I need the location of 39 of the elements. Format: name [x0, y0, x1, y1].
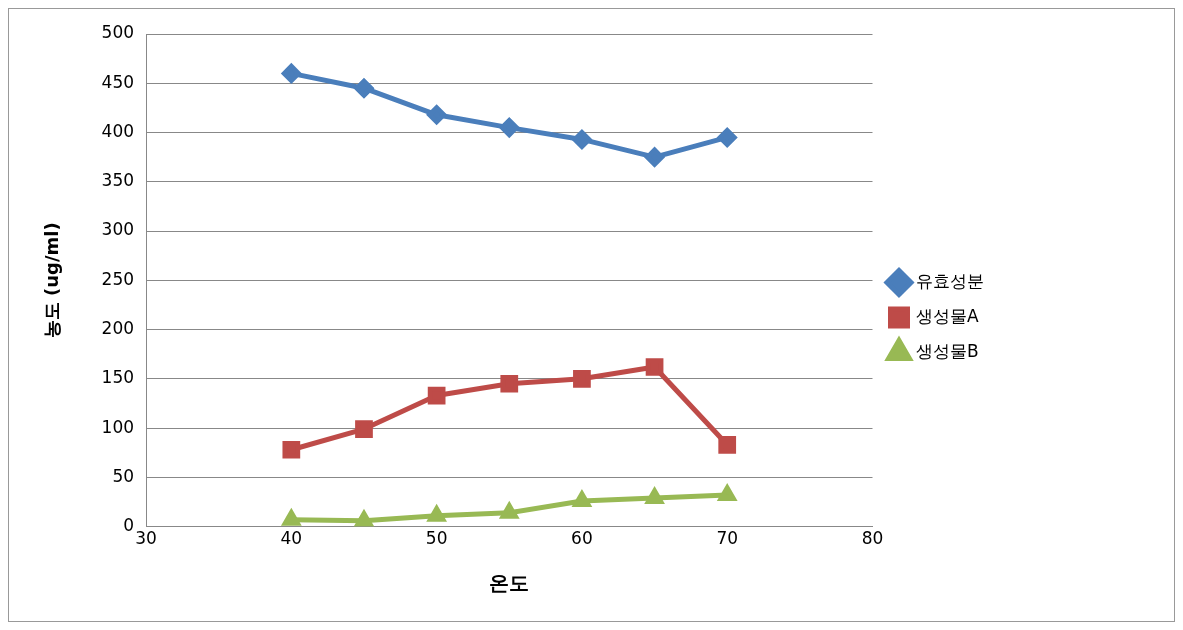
x-tick-label: 50 [425, 528, 448, 549]
y-tick-label: 150 [101, 367, 135, 388]
y-tick-label: 50 [112, 465, 135, 486]
point [500, 374, 519, 393]
y-tick-label: 300 [101, 219, 135, 240]
x-tick-label: 80 [861, 528, 884, 549]
point [282, 440, 301, 459]
y-tick-label: 350 [101, 170, 135, 191]
x-tick-label: 30 [135, 528, 157, 549]
point [573, 369, 591, 388]
point [571, 489, 593, 507]
y-tick-label: 250 [101, 268, 135, 289]
point [499, 118, 519, 138]
point [644, 486, 665, 505]
x-tick-label: 60 [571, 528, 593, 549]
y-tick-label: 500 [101, 22, 135, 43]
point [281, 63, 301, 83]
point [572, 129, 592, 149]
legend-label: 유효성분 [916, 270, 984, 291]
point [427, 105, 447, 125]
x-axis-title: 온도 [489, 571, 530, 596]
y-tick-label: 0 [123, 515, 135, 536]
point [717, 127, 737, 147]
y-axis-title: 농도 (ug/ml) [41, 222, 63, 339]
y-tick-label: 100 [101, 416, 135, 437]
legend-label: 생성물A [916, 305, 979, 326]
point [645, 147, 665, 167]
y-tick-label: 200 [101, 317, 135, 338]
point [645, 358, 664, 376]
point [427, 386, 446, 405]
legend-label: 생성물B [916, 340, 979, 361]
point [355, 420, 373, 438]
y-tick-label: 400 [101, 120, 135, 141]
x-tick-label: 40 [280, 528, 303, 549]
x-tick-label: 70 [716, 528, 739, 549]
point [717, 483, 738, 502]
y-tick-label: 450 [101, 71, 135, 92]
point [354, 78, 374, 98]
point [718, 435, 737, 454]
